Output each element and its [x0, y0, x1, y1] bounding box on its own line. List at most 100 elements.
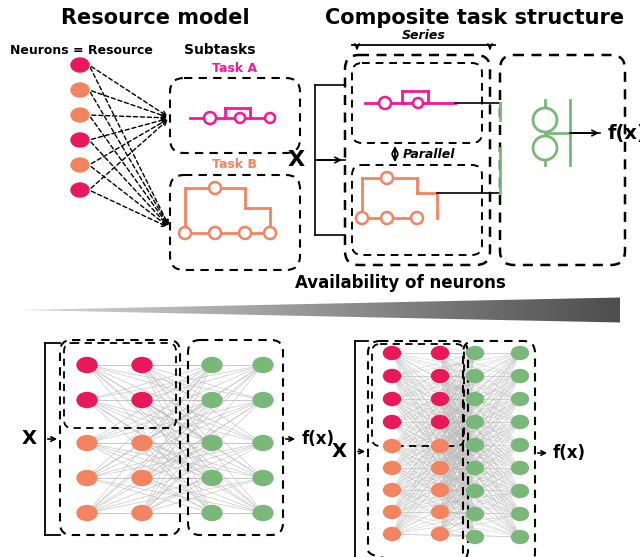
Polygon shape — [467, 301, 470, 319]
Polygon shape — [500, 300, 503, 320]
Polygon shape — [110, 308, 113, 312]
Ellipse shape — [71, 83, 89, 97]
Polygon shape — [485, 300, 488, 320]
Ellipse shape — [511, 530, 529, 544]
Polygon shape — [464, 301, 467, 319]
Polygon shape — [329, 304, 332, 316]
Polygon shape — [299, 304, 302, 316]
Polygon shape — [89, 309, 92, 311]
Ellipse shape — [77, 471, 97, 486]
Polygon shape — [344, 303, 347, 317]
Polygon shape — [440, 301, 443, 319]
Polygon shape — [590, 298, 593, 322]
Text: f(x): f(x) — [553, 444, 586, 462]
Ellipse shape — [467, 393, 483, 405]
Ellipse shape — [202, 393, 222, 408]
Circle shape — [356, 212, 368, 224]
Polygon shape — [173, 307, 176, 313]
Ellipse shape — [253, 506, 273, 520]
Polygon shape — [293, 304, 296, 316]
Ellipse shape — [253, 471, 273, 486]
Ellipse shape — [71, 158, 89, 172]
Polygon shape — [377, 302, 380, 317]
Polygon shape — [428, 301, 431, 319]
Polygon shape — [326, 304, 329, 316]
Polygon shape — [209, 306, 212, 314]
Ellipse shape — [511, 485, 529, 497]
Polygon shape — [581, 298, 584, 322]
Polygon shape — [104, 308, 107, 312]
Ellipse shape — [77, 393, 97, 408]
Polygon shape — [512, 300, 515, 320]
Polygon shape — [197, 306, 200, 314]
Ellipse shape — [77, 358, 97, 373]
Polygon shape — [47, 309, 50, 311]
Polygon shape — [419, 302, 422, 319]
Ellipse shape — [431, 462, 449, 475]
Ellipse shape — [511, 462, 529, 475]
Text: f(x): f(x) — [302, 430, 335, 448]
Polygon shape — [314, 304, 317, 316]
Polygon shape — [551, 299, 554, 321]
Polygon shape — [296, 304, 299, 316]
Polygon shape — [563, 299, 566, 321]
Text: Series: Series — [401, 29, 445, 42]
Polygon shape — [554, 299, 557, 321]
Ellipse shape — [511, 438, 529, 452]
Polygon shape — [83, 309, 86, 311]
Polygon shape — [431, 301, 434, 319]
Polygon shape — [527, 299, 530, 321]
Polygon shape — [530, 299, 533, 321]
Polygon shape — [359, 303, 362, 317]
Polygon shape — [227, 306, 230, 314]
Polygon shape — [140, 307, 143, 312]
Polygon shape — [545, 299, 548, 321]
Circle shape — [239, 227, 251, 239]
Circle shape — [265, 113, 275, 123]
Polygon shape — [278, 305, 281, 315]
Polygon shape — [524, 300, 527, 321]
Polygon shape — [401, 302, 404, 318]
Polygon shape — [443, 301, 446, 319]
Polygon shape — [65, 309, 68, 311]
Polygon shape — [113, 308, 116, 312]
Ellipse shape — [253, 436, 273, 451]
Polygon shape — [569, 299, 572, 321]
Circle shape — [381, 212, 393, 224]
Polygon shape — [236, 305, 239, 315]
Polygon shape — [86, 309, 89, 311]
Polygon shape — [182, 306, 185, 314]
Polygon shape — [497, 300, 500, 320]
Text: X: X — [22, 429, 37, 448]
Polygon shape — [131, 307, 134, 312]
Polygon shape — [488, 300, 491, 320]
Text: Composite task structure: Composite task structure — [325, 8, 625, 28]
Polygon shape — [305, 304, 308, 316]
Ellipse shape — [202, 358, 222, 373]
Polygon shape — [155, 307, 158, 313]
Polygon shape — [149, 307, 152, 312]
Polygon shape — [572, 299, 575, 321]
Circle shape — [411, 212, 423, 224]
Polygon shape — [302, 304, 305, 316]
Polygon shape — [203, 306, 206, 314]
Polygon shape — [458, 301, 461, 319]
Polygon shape — [473, 300, 476, 320]
Text: Neurons = Resource: Neurons = Resource — [10, 43, 153, 56]
Polygon shape — [101, 308, 104, 312]
Ellipse shape — [431, 369, 449, 383]
Polygon shape — [410, 302, 413, 318]
Circle shape — [209, 227, 221, 239]
Polygon shape — [338, 304, 341, 317]
Ellipse shape — [71, 108, 89, 122]
Polygon shape — [599, 298, 602, 322]
Polygon shape — [494, 300, 497, 320]
Ellipse shape — [383, 346, 401, 359]
Polygon shape — [614, 297, 617, 323]
Polygon shape — [59, 309, 62, 311]
Circle shape — [264, 227, 276, 239]
Polygon shape — [200, 306, 203, 314]
Polygon shape — [455, 301, 458, 319]
Polygon shape — [395, 302, 398, 318]
Polygon shape — [125, 308, 128, 312]
